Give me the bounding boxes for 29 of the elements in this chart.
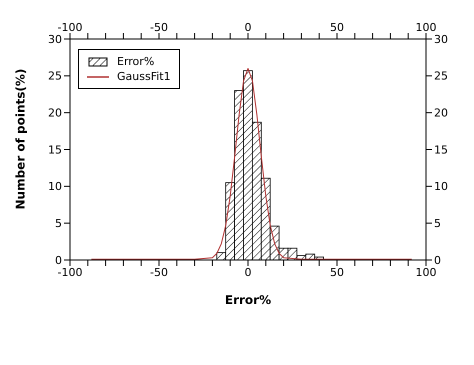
x2-tick-label: -100 <box>58 266 82 279</box>
x2-tick-label: 0 <box>244 266 252 279</box>
y2-tick-label: 5 <box>434 217 441 230</box>
line-series <box>90 68 412 260</box>
x2-tick-label: 50 <box>330 266 344 279</box>
y-tick-label: 15 <box>48 143 62 156</box>
x-tick-label: -50 <box>150 21 168 34</box>
y-tick-label: 25 <box>48 70 62 83</box>
y-axis-title: Number of points(%) <box>13 68 28 210</box>
x-tick-label: 0 <box>244 21 252 34</box>
y2-tick-label: 15 <box>434 143 448 156</box>
y2-tick-label: 0 <box>434 254 441 267</box>
y-tick-label: 5 <box>55 217 62 230</box>
x2-tick-label: -50 <box>150 266 168 279</box>
legend-label: GaussFit1 <box>117 70 171 83</box>
y-tick-label: 0 <box>55 254 62 267</box>
x-axis-title: Error% <box>224 293 272 307</box>
y-tick-label: 30 <box>48 32 62 46</box>
x2-tick-label: 100 <box>416 266 436 279</box>
y2-tick-label: 30 <box>434 32 448 46</box>
y-tick-label: 20 <box>48 106 62 120</box>
x-tick-label: 100 <box>416 21 436 34</box>
x-tick-label: -100 <box>58 21 82 34</box>
x-tick-label: 50 <box>330 21 344 34</box>
y2-tick-label: 10 <box>434 180 448 194</box>
legend-label: Error% <box>117 55 154 68</box>
y2-tick-label: 20 <box>434 106 448 120</box>
y-tick-label: 10 <box>48 180 62 194</box>
y2-tick-label: 25 <box>434 70 448 83</box>
